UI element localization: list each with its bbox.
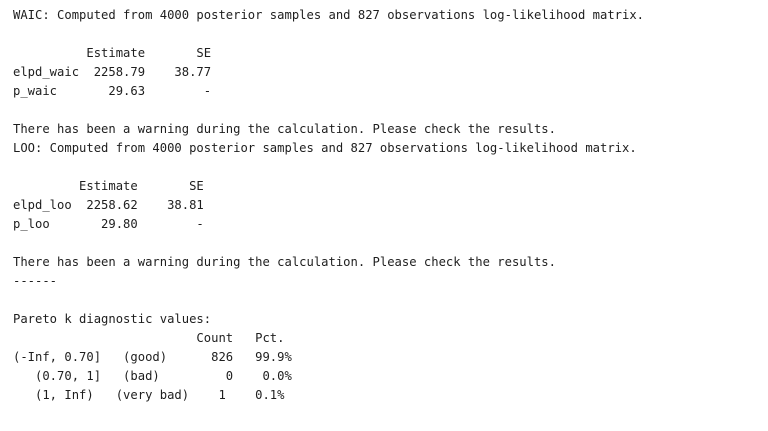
blank-line [13, 234, 644, 253]
loo-row-elpd: elpd_loo 2258.62 38.81 [13, 198, 204, 212]
pareto-table-header: Count Pct. [13, 331, 285, 345]
waic-row-elpd: elpd_waic 2258.79 38.77 [13, 65, 212, 79]
waic-table-header: Estimate SE [13, 46, 212, 60]
blank-line [13, 101, 644, 120]
loo-table-header: Estimate SE [13, 179, 204, 193]
pareto-row-very-bad: (1, Inf) (very bad) 1 0.1% [13, 388, 285, 402]
waic-row-p: p_waic 29.63 - [13, 84, 212, 98]
blank-line [13, 158, 644, 177]
console-output: WAIC: Computed from 4000 posterior sampl… [13, 6, 644, 405]
separator-line: ------ [13, 274, 58, 288]
blank-line [13, 25, 644, 44]
loo-row-p: p_loo 29.80 - [13, 217, 204, 231]
pareto-row-bad: (0.70, 1] (bad) 0 0.0% [13, 369, 292, 383]
blank-line [13, 291, 644, 310]
pareto-row-good: (-Inf, 0.70] (good) 826 99.9% [13, 350, 292, 364]
loo-warning-line: There has been a warning during the calc… [13, 255, 556, 269]
waic-warning-line: There has been a warning during the calc… [13, 122, 556, 136]
waic-header-line: WAIC: Computed from 4000 posterior sampl… [13, 8, 645, 22]
loo-header-line: LOO: Computed from 4000 posterior sample… [13, 141, 637, 155]
pareto-title: Pareto k diagnostic values: [13, 312, 212, 326]
